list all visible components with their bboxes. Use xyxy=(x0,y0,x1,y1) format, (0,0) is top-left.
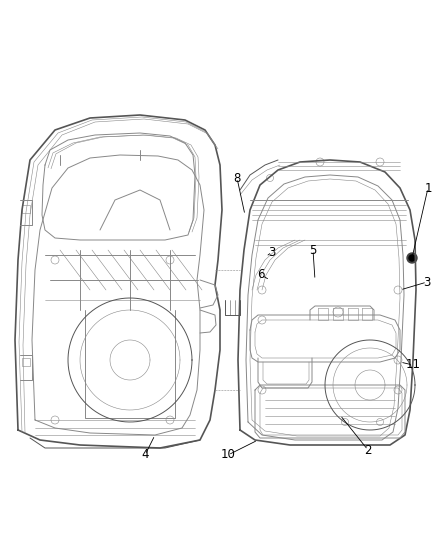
Text: 2: 2 xyxy=(364,443,372,456)
Text: 11: 11 xyxy=(406,359,420,372)
Text: 4: 4 xyxy=(141,448,149,462)
Text: 1: 1 xyxy=(424,182,432,195)
Bar xyxy=(22,358,30,366)
Text: 3: 3 xyxy=(423,276,431,288)
Circle shape xyxy=(409,255,415,261)
Text: 5: 5 xyxy=(309,244,317,256)
Circle shape xyxy=(407,253,417,263)
Text: 6: 6 xyxy=(257,269,265,281)
Text: 8: 8 xyxy=(233,172,241,184)
Text: 10: 10 xyxy=(221,448,236,462)
Text: 3: 3 xyxy=(268,246,276,259)
Bar xyxy=(22,205,30,213)
